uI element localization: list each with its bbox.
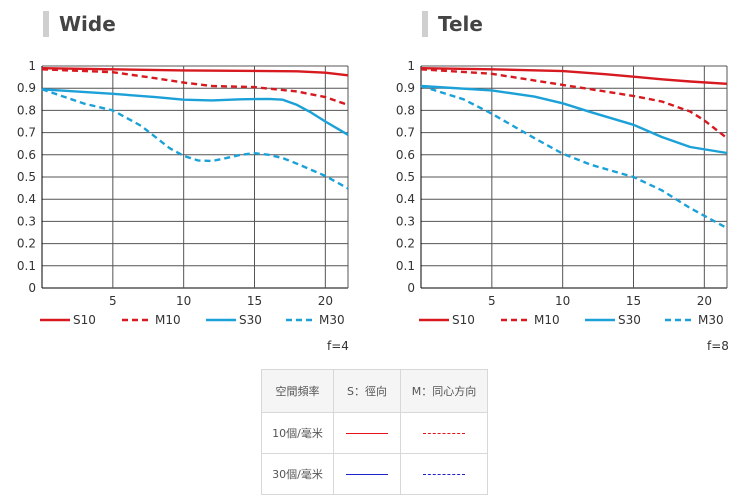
series-line-m10 — [41, 68, 349, 107]
y-tick-label: 0.5 — [17, 170, 36, 184]
y-tick-label: 0 — [28, 281, 36, 295]
x-tick-label: 20 — [697, 294, 712, 308]
y-tick-label: 0.2 — [17, 237, 36, 251]
series-line-s10 — [41, 67, 349, 77]
y-tick-label: 0.3 — [396, 214, 415, 228]
wide-fstop-label: f=4 — [327, 339, 349, 353]
series-line-s30 — [41, 88, 349, 136]
legend-label-m30: M30 — [698, 313, 724, 327]
y-tick-label: 0.7 — [17, 126, 36, 140]
y-tick-label: 0.3 — [17, 214, 36, 228]
title-accent-bar — [43, 11, 49, 37]
x-tick-label: 10 — [176, 294, 191, 308]
legend-table-header-row: 空間頻率 S：徑向 M：同心方向 — [261, 369, 488, 413]
row-label-30: 30個/毫米 — [261, 453, 334, 495]
legend-label-m10: M10 — [534, 313, 560, 327]
y-tick-label: 0.1 — [396, 259, 415, 273]
sample-cell — [400, 453, 488, 495]
wide-title-text: Wide — [59, 12, 116, 36]
title-accent-bar — [422, 11, 428, 37]
legend-label-s10: S10 — [73, 313, 96, 327]
solid-line-sample — [346, 433, 388, 434]
y-tick-label: 0.4 — [396, 192, 415, 206]
x-tick-label: 5 — [109, 294, 117, 308]
series-line-m10 — [420, 68, 728, 140]
tele-fstop-label: f=8 — [707, 339, 729, 353]
legend-table: 空間頻率 S：徑向 M：同心方向 10個/毫米 30個/毫米 — [261, 369, 488, 495]
sample-cell — [400, 412, 488, 454]
y-tick-label: 0.2 — [396, 237, 415, 251]
y-tick-label: 0.9 — [17, 81, 36, 95]
y-tick-label: 0.8 — [396, 103, 415, 117]
header-spatial-frequency: 空間頻率 — [261, 369, 334, 413]
dashed-line-sample — [423, 433, 465, 434]
y-tick-label: 0 — [407, 281, 415, 295]
sample-cell — [333, 412, 401, 454]
y-tick-label: 0.1 — [17, 259, 36, 273]
series-line-m30 — [41, 88, 349, 190]
legend-label-s30: S30 — [239, 313, 262, 327]
header-meridional: M：同心方向 — [400, 369, 488, 413]
y-tick-label: 0.8 — [17, 103, 36, 117]
wide-panel-title: Wide — [43, 10, 116, 38]
y-tick-label: 0.9 — [396, 81, 415, 95]
x-tick-label: 20 — [318, 294, 333, 308]
legend-label-s30: S30 — [618, 313, 641, 327]
tele-panel-title: Tele — [422, 10, 483, 38]
y-tick-label: 0.4 — [17, 192, 36, 206]
y-tick-label: 1 — [28, 59, 36, 73]
x-tick-label: 10 — [555, 294, 570, 308]
legend-label-m30: M30 — [319, 313, 345, 327]
y-tick-label: 0.6 — [17, 148, 36, 162]
series-line-s10 — [420, 67, 728, 85]
dashed-line-sample — [423, 474, 465, 475]
sample-cell — [333, 453, 401, 495]
tele-title-text: Tele — [438, 12, 483, 36]
x-tick-label: 15 — [247, 294, 262, 308]
solid-line-sample — [346, 474, 388, 475]
legend-table-row: 30個/毫米 — [261, 453, 488, 495]
y-tick-label: 0.7 — [396, 126, 415, 140]
legend-label-s10: S10 — [452, 313, 475, 327]
row-label-10: 10個/毫米 — [261, 412, 334, 454]
series-line-s30 — [420, 84, 728, 155]
y-tick-label: 0.6 — [396, 148, 415, 162]
header-sagittal: S：徑向 — [333, 369, 401, 413]
x-tick-label: 5 — [488, 294, 496, 308]
legend-label-m10: M10 — [155, 313, 181, 327]
y-tick-label: 0.5 — [396, 170, 415, 184]
y-tick-label: 1 — [407, 59, 415, 73]
series-line-m30 — [420, 84, 728, 230]
legend-table-row: 10個/毫米 — [261, 412, 488, 454]
x-tick-label: 15 — [626, 294, 641, 308]
